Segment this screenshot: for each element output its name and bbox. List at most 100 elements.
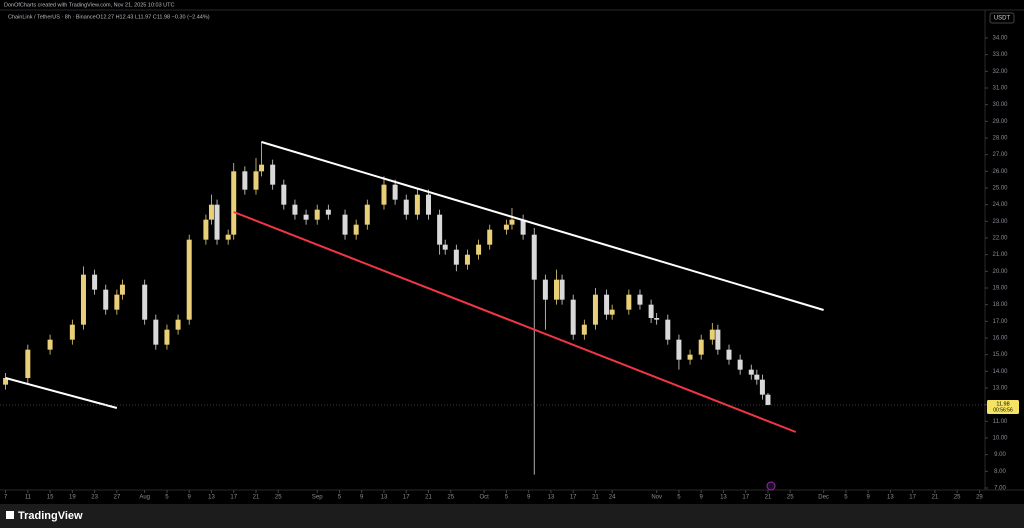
candle-body xyxy=(25,349,31,378)
candle-body xyxy=(637,294,643,305)
candle-body xyxy=(698,339,704,355)
trend-line xyxy=(261,141,824,311)
y-tick-label: 9.00 xyxy=(994,452,1006,458)
x-tick-label: 13 xyxy=(720,495,727,501)
candle-body xyxy=(726,349,732,360)
x-tick-label: 9 xyxy=(527,495,531,501)
candle-body xyxy=(665,319,671,340)
x-tick-label: 21 xyxy=(932,495,939,501)
y-tick-label: 7.00 xyxy=(994,486,1006,492)
candle-body xyxy=(687,354,693,360)
event-icon[interactable] xyxy=(766,481,776,491)
candle-body xyxy=(364,204,370,225)
candle-body xyxy=(487,229,493,245)
trend-line xyxy=(5,377,118,409)
y-tick-label: 8.00 xyxy=(994,469,1006,475)
candle-body xyxy=(142,284,148,320)
y-tick-label: 20.00 xyxy=(992,269,1008,275)
y-tick-label: 11.00 xyxy=(993,419,1008,425)
x-tick-label: 25 xyxy=(787,495,794,501)
x-tick-label: 13 xyxy=(208,495,215,501)
candle-body xyxy=(442,244,448,250)
candle-body xyxy=(737,359,743,370)
candle-body xyxy=(164,329,170,345)
y-tick-label: 34.00 xyxy=(992,36,1008,42)
candle-body xyxy=(175,319,181,330)
candle-body xyxy=(654,318,660,320)
candle-body xyxy=(715,329,721,350)
candle-body xyxy=(203,219,209,240)
candle-body xyxy=(414,194,420,215)
candle-body xyxy=(214,204,220,240)
x-tick-label: 17 xyxy=(909,495,916,501)
candle-body xyxy=(503,224,509,230)
last-price-label: 11.98 xyxy=(996,401,1009,407)
y-tick-label: 10.00 xyxy=(992,436,1008,442)
x-tick-label: 11 xyxy=(25,495,32,501)
y-tick-label: 17.00 xyxy=(992,319,1008,325)
candle-body xyxy=(392,184,398,200)
x-tick-label: 25 xyxy=(954,495,961,501)
candle-body xyxy=(748,369,754,375)
candle-body xyxy=(303,214,309,220)
currency-box[interactable] xyxy=(989,12,1015,24)
candle-body xyxy=(453,249,459,265)
candle-body xyxy=(3,378,9,385)
ohlc-legend: O12.27 H12.43 L11.97 C11.98 −0.30 (−2.44… xyxy=(96,14,210,20)
x-tick-label: 21 xyxy=(253,495,260,501)
candle-body xyxy=(353,224,359,235)
x-tick-label: 29 xyxy=(976,495,983,501)
x-tick-label: 17 xyxy=(403,495,410,501)
y-tick-label: 22.00 xyxy=(992,236,1008,242)
candle-body xyxy=(342,214,348,235)
plot xyxy=(3,141,771,475)
candle-body xyxy=(92,274,98,290)
candle-body xyxy=(281,184,287,205)
candle-body xyxy=(570,299,576,335)
candle-body xyxy=(648,304,654,318)
trend-line xyxy=(233,211,797,433)
candle-body xyxy=(609,309,615,315)
candle-body xyxy=(259,164,265,172)
candle-body xyxy=(476,244,482,255)
x-tick-label: 25 xyxy=(275,495,282,501)
x-tick-label: 15 xyxy=(47,495,54,501)
candle-body xyxy=(314,209,320,220)
y-tick-label: 32.00 xyxy=(992,69,1008,75)
x-tick-label: 17 xyxy=(742,495,749,501)
candle-body xyxy=(581,324,587,335)
y-tick-label: 29.00 xyxy=(992,119,1008,125)
x-tick-label: 25 xyxy=(447,495,454,501)
candle-body xyxy=(208,204,214,220)
candle-body xyxy=(270,164,276,185)
x-tick-label: 21 xyxy=(592,495,599,501)
x-tick-label: 27 xyxy=(114,495,121,501)
y-tick-label: 15.00 xyxy=(992,352,1008,358)
x-tick-label: 7 xyxy=(4,495,8,501)
candle-body xyxy=(153,319,159,345)
candle-body xyxy=(103,289,109,310)
x-tick-label: 9 xyxy=(866,495,870,501)
candle-body xyxy=(69,324,75,340)
x-tick-label: 19 xyxy=(69,495,76,501)
x-tick-label: 21 xyxy=(765,495,772,501)
candle-body xyxy=(676,339,682,360)
x-tick-label: 9 xyxy=(700,495,704,501)
candle-body xyxy=(759,379,765,395)
candle-body xyxy=(592,294,598,325)
y-tick-label: 31.00 xyxy=(992,86,1008,92)
candle-body xyxy=(520,219,526,235)
y-tick-label: 23.00 xyxy=(992,219,1008,225)
currency[interactable]: USDT xyxy=(994,16,1011,22)
candle-body xyxy=(292,204,298,215)
candle-body xyxy=(47,339,53,350)
brand: TradingView xyxy=(18,510,83,522)
candle-body xyxy=(80,274,86,325)
x-tick-label: Sep xyxy=(312,495,323,501)
symbol: ChainLink / TetherUS · 8h · Binance xyxy=(8,14,96,20)
x-tick-label: Oct xyxy=(479,495,489,501)
x-tick-label: 5 xyxy=(338,495,342,501)
y-tick-label: 18.00 xyxy=(992,302,1008,308)
